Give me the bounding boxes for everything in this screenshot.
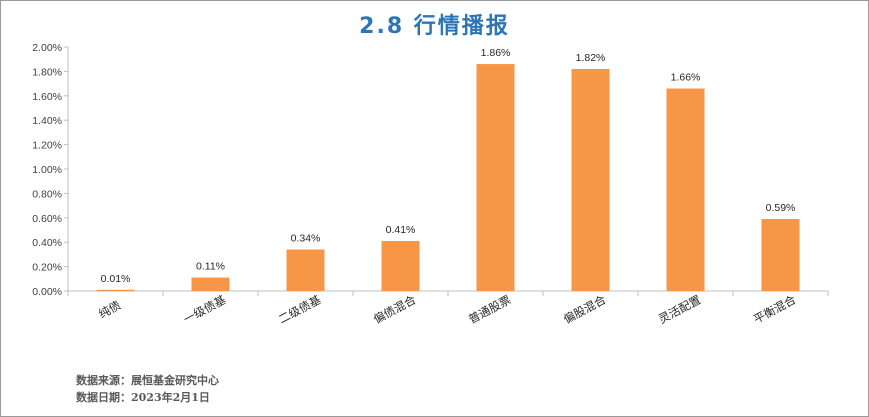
y-tick-label: 1.60% <box>32 91 62 103</box>
y-tick-label: 1.40% <box>32 115 62 127</box>
y-tick-label: 0.00% <box>32 286 62 298</box>
data-label: 0.34% <box>291 233 321 245</box>
bar <box>381 240 420 291</box>
x-category-label: 平衡混合 <box>751 292 799 326</box>
data-label: 0.11% <box>196 261 225 273</box>
x-category-label: 一级债基 <box>181 292 229 326</box>
source-note: 数据来源：展恒基金研究中心 <box>76 374 219 387</box>
bar <box>96 289 135 291</box>
y-tick-label: 0.60% <box>32 213 62 225</box>
x-category-label: 普通股票 <box>466 292 513 326</box>
bar <box>571 68 610 292</box>
y-tick-label: 1.80% <box>32 66 62 78</box>
chart-title: 2.8 行情播报 <box>359 14 510 39</box>
bar <box>761 219 800 291</box>
data-label: 0.01% <box>101 273 131 285</box>
x-category-label: 二级债基 <box>276 292 324 326</box>
x-category-label: 偏债混合 <box>371 292 419 326</box>
x-category-label: 灵活配置 <box>656 292 703 326</box>
data-label: 1.82% <box>576 52 606 64</box>
y-tick-label: 1.00% <box>32 164 62 176</box>
bar <box>666 88 705 291</box>
data-label: 0.59% <box>766 202 796 214</box>
date-note: 数据日期：2023年2月1日 <box>76 391 210 404</box>
y-tick-label: 0.20% <box>32 262 62 274</box>
chart-notes: 数据来源：展恒基金研究中心 数据日期：2023年2月1日 <box>76 372 219 406</box>
bar <box>286 249 325 291</box>
y-tick-label: 2.00% <box>32 42 62 54</box>
y-tick-label: 0.80% <box>32 188 62 200</box>
data-label: 1.86% <box>481 47 511 59</box>
x-category-label: 偏股混合 <box>561 292 609 326</box>
x-category-label: 纯债 <box>96 298 123 321</box>
data-label: 0.41% <box>386 224 416 236</box>
bar <box>476 64 515 291</box>
bar <box>191 277 230 291</box>
y-tick-label: 1.20% <box>32 140 62 152</box>
data-label: 1.66% <box>671 71 701 83</box>
y-tick-label: 0.40% <box>32 237 62 249</box>
